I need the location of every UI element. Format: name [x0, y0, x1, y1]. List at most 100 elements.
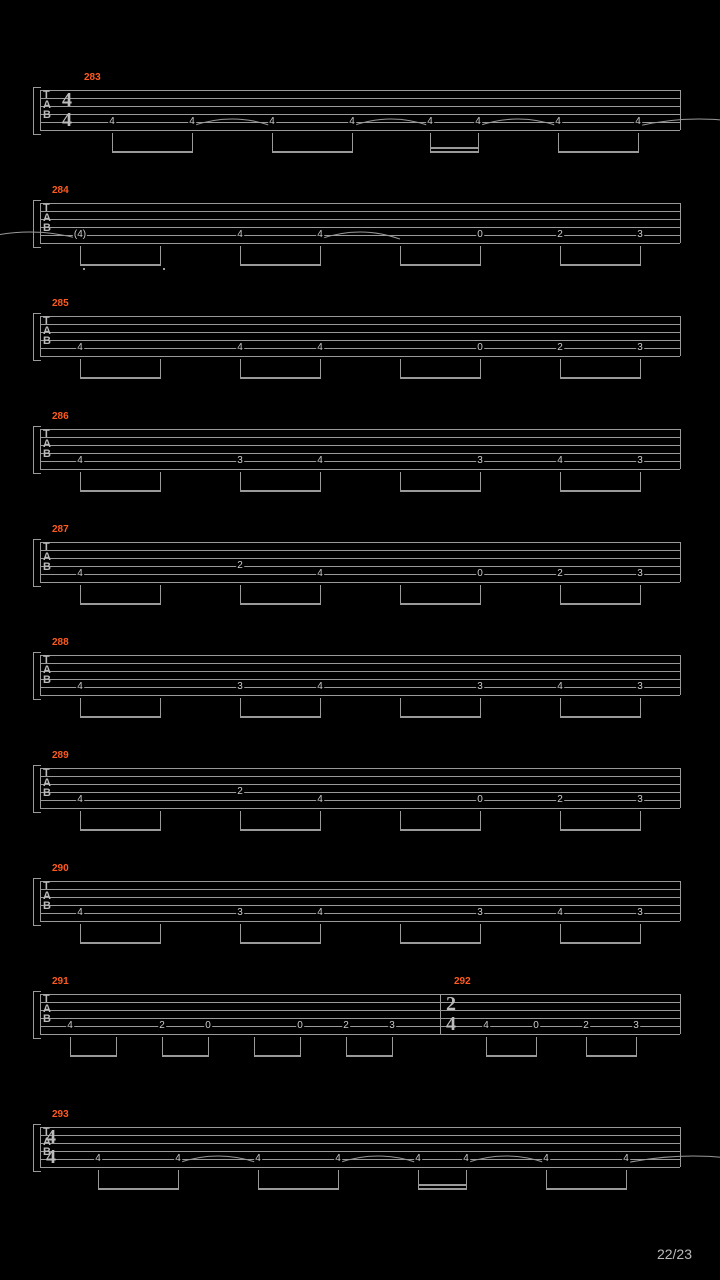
fret-number: 3	[636, 908, 644, 918]
tab-clef: TAB	[43, 429, 51, 459]
measure-number: 290	[52, 863, 69, 874]
fret-number: 4	[108, 117, 116, 127]
fret-number: 4	[94, 1154, 102, 1164]
tab-staff-row: TAB287 4 2 4 0 2 3	[40, 520, 680, 598]
fret-number: 3	[236, 682, 244, 692]
measure-number: 287	[52, 524, 69, 535]
fret-number: 4	[268, 117, 276, 127]
measure-number: 288	[52, 637, 69, 648]
fret-number: 4	[316, 230, 324, 240]
tab-clef: TAB	[43, 316, 51, 346]
measure-number: 284	[52, 185, 69, 196]
fret-number: 4	[236, 230, 244, 240]
fret-number: 3	[388, 1021, 396, 1031]
fret-number: 3	[476, 682, 484, 692]
fret-number: 4	[66, 1021, 74, 1031]
fret-number: 4	[174, 1154, 182, 1164]
fret-number: 0	[476, 569, 484, 579]
fret-number: 4	[556, 682, 564, 692]
tab-page: { "page_number": "22/23", "row_positions…	[0, 0, 720, 1280]
tab-staff-row: TAB291292244200234023	[40, 972, 680, 1050]
measure-number: 292	[454, 976, 471, 987]
fret-number: 4	[554, 117, 562, 127]
fret-number: 4	[316, 343, 324, 353]
tab-staff-row: TAB284(4)44023	[40, 181, 680, 259]
fret-number: 4	[474, 117, 482, 127]
fret-number: 2	[236, 561, 244, 571]
fret-number: 2	[556, 343, 564, 353]
page-number: 22/23	[657, 1246, 692, 1262]
fret-number: 4	[76, 569, 84, 579]
fret-number: 0	[476, 343, 484, 353]
fret-number: 3	[632, 1021, 640, 1031]
fret-number: 3	[636, 569, 644, 579]
fret-number: 4	[316, 569, 324, 579]
fret-number: 3	[636, 456, 644, 466]
fret-number: 4	[634, 117, 642, 127]
time-sig-top: 4	[46, 1127, 56, 1147]
tab-staff-row: TAB286 4 3 4 3 4 3	[40, 407, 680, 485]
measure-number: 286	[52, 411, 69, 422]
fret-number: 4	[482, 1021, 490, 1031]
fret-number: 4	[188, 117, 196, 127]
fret-number: (4)	[73, 230, 87, 240]
tab-staff-row: TAB288 4 3 4 3 4 3	[40, 633, 680, 711]
fret-number: 4	[76, 456, 84, 466]
fret-number: 4	[414, 1154, 422, 1164]
fret-number: 4	[334, 1154, 342, 1164]
fret-number: 4	[622, 1154, 630, 1164]
fret-number: 4	[316, 908, 324, 918]
fret-number: 3	[236, 908, 244, 918]
fret-number: 4	[76, 908, 84, 918]
fret-number: 0	[476, 795, 484, 805]
tab-clef: TAB	[43, 655, 51, 685]
fret-number: 4	[236, 343, 244, 353]
fret-number: 3	[476, 908, 484, 918]
fret-number: 3	[636, 682, 644, 692]
tab-clef: TAB	[43, 994, 51, 1024]
tab-clef: TAB	[43, 542, 51, 572]
fret-number: 4	[316, 456, 324, 466]
fret-number: 0	[532, 1021, 540, 1031]
time-sig-top: 4	[62, 90, 72, 110]
fret-number: 3	[636, 343, 644, 353]
fret-number: 2	[582, 1021, 590, 1031]
fret-number: 0	[476, 230, 484, 240]
fret-number: 4	[348, 117, 356, 127]
fret-number: 4	[556, 456, 564, 466]
fret-number: 4	[316, 795, 324, 805]
time-sig-bot: 4	[446, 1014, 456, 1034]
measure-number: 289	[52, 750, 69, 761]
time-sig-bot: 4	[62, 110, 72, 130]
tab-staff-row: TAB2834444444444	[40, 68, 680, 146]
fret-number: 2	[556, 230, 564, 240]
time-sig-top: 2	[446, 994, 456, 1014]
fret-number: 4	[426, 117, 434, 127]
fret-number: 2	[556, 795, 564, 805]
tab-clef: TAB	[43, 768, 51, 798]
fret-number: 4	[76, 795, 84, 805]
fret-number: 3	[636, 795, 644, 805]
measure-number: 293	[52, 1109, 69, 1120]
measure-number: 291	[52, 976, 69, 987]
fret-number: 4	[254, 1154, 262, 1164]
tab-staff-row: TAB289 4 2 4 0 2 3	[40, 746, 680, 824]
fret-number: 2	[158, 1021, 166, 1031]
fret-number: 2	[342, 1021, 350, 1031]
tab-staff-row: TAB2934444444444	[40, 1105, 680, 1183]
fret-number: 4	[542, 1154, 550, 1164]
fret-number: 2	[236, 787, 244, 797]
fret-number: 3	[236, 456, 244, 466]
fret-number: 2	[556, 569, 564, 579]
measure-number: 285	[52, 298, 69, 309]
tab-staff-row: TAB285 4 4 4 0 2 3	[40, 294, 680, 372]
fret-number: 4	[76, 343, 84, 353]
fret-number: 0	[204, 1021, 212, 1031]
fret-number: 3	[476, 456, 484, 466]
fret-number: 4	[462, 1154, 470, 1164]
tab-staff-row: TAB290434343	[40, 859, 680, 937]
fret-number: 4	[76, 682, 84, 692]
fret-number: 3	[636, 230, 644, 240]
fret-number: 4	[316, 682, 324, 692]
tab-clef: TAB	[43, 90, 51, 120]
